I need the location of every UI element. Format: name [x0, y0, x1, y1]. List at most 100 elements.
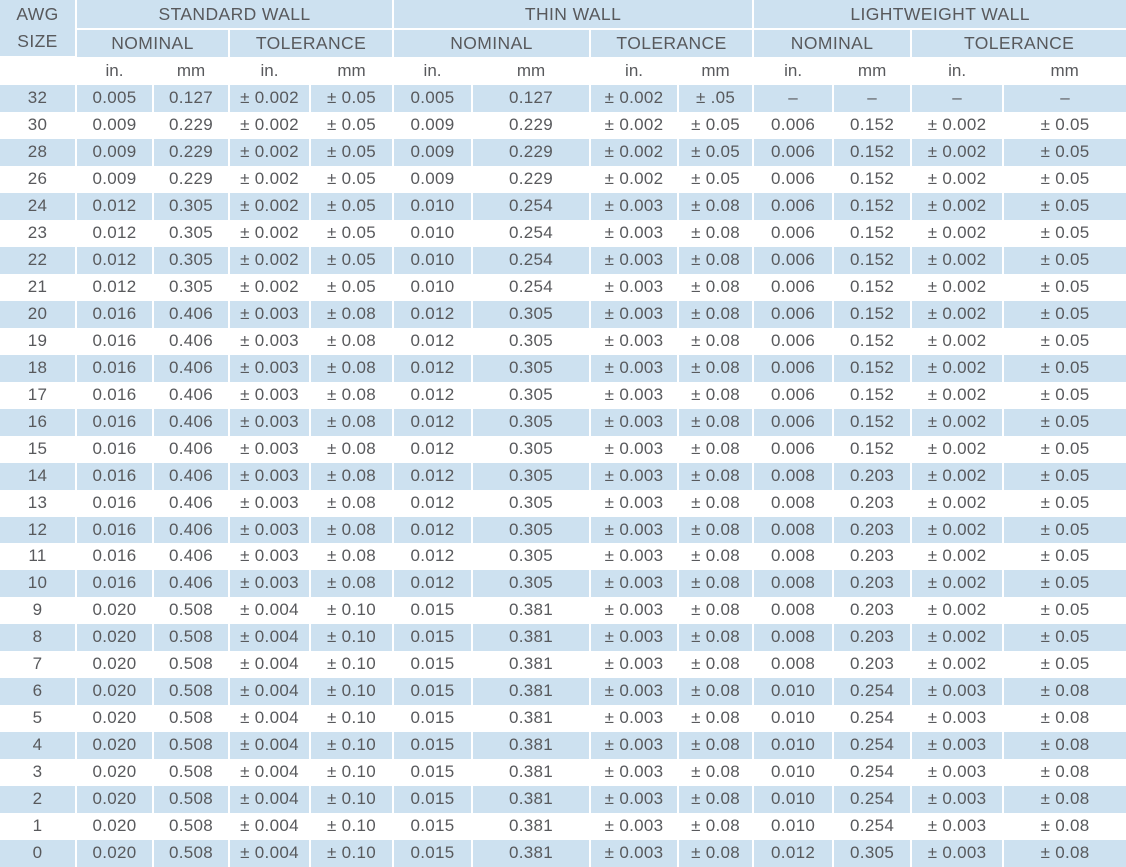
cell-value: ± 0.08	[678, 462, 755, 490]
unit-label: mm	[310, 57, 395, 85]
cell-value: 0.009	[393, 165, 474, 193]
cell-value: 0.012	[76, 219, 154, 247]
cell-value: ± 0.002	[911, 597, 1005, 625]
cell-value: 0.006	[753, 219, 835, 247]
table-row: 22 0.012 0.305 ± 0.002 ± 0.05 0.010 0.254 ± 0.0…	[0, 246, 1126, 274]
cell-value: 0.305	[472, 354, 592, 382]
cell-value: ± 0.004	[229, 840, 311, 867]
unit-label: mm	[1003, 57, 1126, 85]
cell-value: 0.012	[393, 543, 474, 571]
header-awg-line2: SIZE	[17, 31, 58, 51]
cell-value: ± 0.08	[1003, 732, 1126, 760]
cell-value: 0.381	[472, 678, 592, 706]
cell-value: 0.152	[833, 273, 913, 301]
cell-value: 0.012	[76, 246, 154, 274]
cell-value: ± 0.003	[590, 786, 680, 814]
cell-value: 0.152	[833, 165, 913, 193]
header-lightweight-nominal: NOMINAL	[753, 29, 913, 57]
cell-value: ± 0.003	[590, 435, 680, 463]
cell-value: ± 0.003	[911, 759, 1005, 787]
cell-value: 0.406	[153, 489, 230, 517]
header-thin-wall: THIN WALL	[393, 0, 755, 30]
cell-value: ± 0.05	[1003, 462, 1126, 490]
cell-awg-size: 14	[0, 462, 77, 490]
cell-value: ± 0.003	[229, 435, 311, 463]
cell-value: ± 0.003	[911, 705, 1005, 733]
cell-value: 0.508	[153, 759, 230, 787]
cell-value: ± 0.05	[1003, 138, 1126, 166]
cell-awg-size: 19	[0, 327, 77, 355]
cell-value: ± 0.003	[590, 651, 680, 679]
cell-value: ± 0.08	[678, 327, 755, 355]
cell-value: 0.305	[472, 327, 592, 355]
table-row: 32 0.005 0.127 ± 0.002 ± 0.05 0.005 0.127 ± 0.0…	[0, 85, 1126, 112]
cell-awg-size: 28	[0, 138, 77, 166]
cell-value: ± 0.05	[1003, 597, 1126, 625]
cell-value: ± 0.08	[678, 840, 755, 867]
cell-value: ± 0.003	[590, 759, 680, 787]
cell-value: –	[1003, 85, 1126, 112]
cell-value: ± 0.08	[678, 543, 755, 571]
cell-value: 0.508	[153, 651, 230, 679]
header-standard-nominal: NOMINAL	[76, 29, 230, 57]
cell-value: 0.020	[76, 813, 154, 841]
cell-value: 0.305	[472, 381, 592, 409]
cell-value: ± 0.002	[911, 543, 1005, 571]
table-row: 4 0.020 0.508 ± 0.004 ± 0.10 0.015 0.381 ± 0.00…	[0, 732, 1126, 760]
cell-value: 0.229	[472, 111, 592, 139]
cell-value: ± 0.002	[911, 570, 1005, 598]
cell-value: ± 0.002	[590, 165, 680, 193]
cell-value: ± 0.08	[678, 246, 755, 274]
cell-value: 0.305	[472, 408, 592, 436]
cell-value: 0.203	[833, 597, 913, 625]
cell-value: ± 0.003	[911, 678, 1005, 706]
cell-awg-size: 30	[0, 111, 77, 139]
table-row: 9 0.020 0.508 ± 0.004 ± 0.10 0.015 0.381 ± 0.00…	[0, 597, 1126, 625]
cell-value: 0.305	[472, 570, 592, 598]
header-sub-row: NOMINAL TOLERANCE NOMINAL TOLERANCE NOMI…	[0, 29, 1126, 57]
cell-awg-size: 11	[0, 543, 77, 571]
cell-value: 0.020	[76, 759, 154, 787]
cell-value: ± 0.08	[678, 516, 755, 544]
cell-value: 0.010	[753, 732, 835, 760]
header-thin-tolerance: TOLERANCE	[590, 29, 755, 57]
cell-value: ± 0.003	[590, 624, 680, 652]
cell-value: 0.016	[76, 489, 154, 517]
cell-awg-size: 17	[0, 381, 77, 409]
cell-value: ± 0.003	[590, 840, 680, 867]
cell-value: 0.254	[472, 273, 592, 301]
cell-awg-size: 16	[0, 408, 77, 436]
cell-value: ± 0.10	[310, 759, 395, 787]
cell-value: ± 0.002	[911, 192, 1005, 220]
table-row: 18 0.016 0.406 ± 0.003 ± 0.08 0.012 0.305 ± 0.0…	[0, 354, 1126, 382]
cell-value: ± 0.10	[310, 651, 395, 679]
cell-value: 0.015	[393, 786, 474, 814]
cell-awg-size: 13	[0, 489, 77, 517]
cell-value: 0.010	[393, 192, 474, 220]
cell-value: 0.203	[833, 651, 913, 679]
cell-value: 0.508	[153, 705, 230, 733]
cell-value: ± 0.002	[590, 138, 680, 166]
cell-value: 0.406	[153, 408, 230, 436]
cell-value: 0.152	[833, 138, 913, 166]
cell-value: 0.012	[393, 516, 474, 544]
cell-value: ± 0.08	[678, 732, 755, 760]
cell-value: 0.009	[393, 138, 474, 166]
cell-value: ± 0.05	[1003, 165, 1126, 193]
cell-value: 0.020	[76, 597, 154, 625]
cell-value: ± 0.08	[1003, 678, 1126, 706]
cell-value: ± 0.003	[229, 543, 311, 571]
unit-label: mm	[833, 57, 913, 85]
cell-value: 0.229	[472, 165, 592, 193]
cell-value: 0.010	[753, 759, 835, 787]
unit-label: in.	[911, 57, 1005, 85]
table-row: 5 0.020 0.508 ± 0.004 ± 0.10 0.015 0.381 ± 0.00…	[0, 705, 1126, 733]
cell-value: ± 0.05	[1003, 219, 1126, 247]
cell-value: 0.406	[153, 435, 230, 463]
cell-value: ± 0.08	[678, 408, 755, 436]
cell-value: 0.016	[76, 381, 154, 409]
cell-value: 0.009	[393, 111, 474, 139]
cell-value: ± 0.002	[590, 111, 680, 139]
cell-value: ± 0.05	[1003, 327, 1126, 355]
